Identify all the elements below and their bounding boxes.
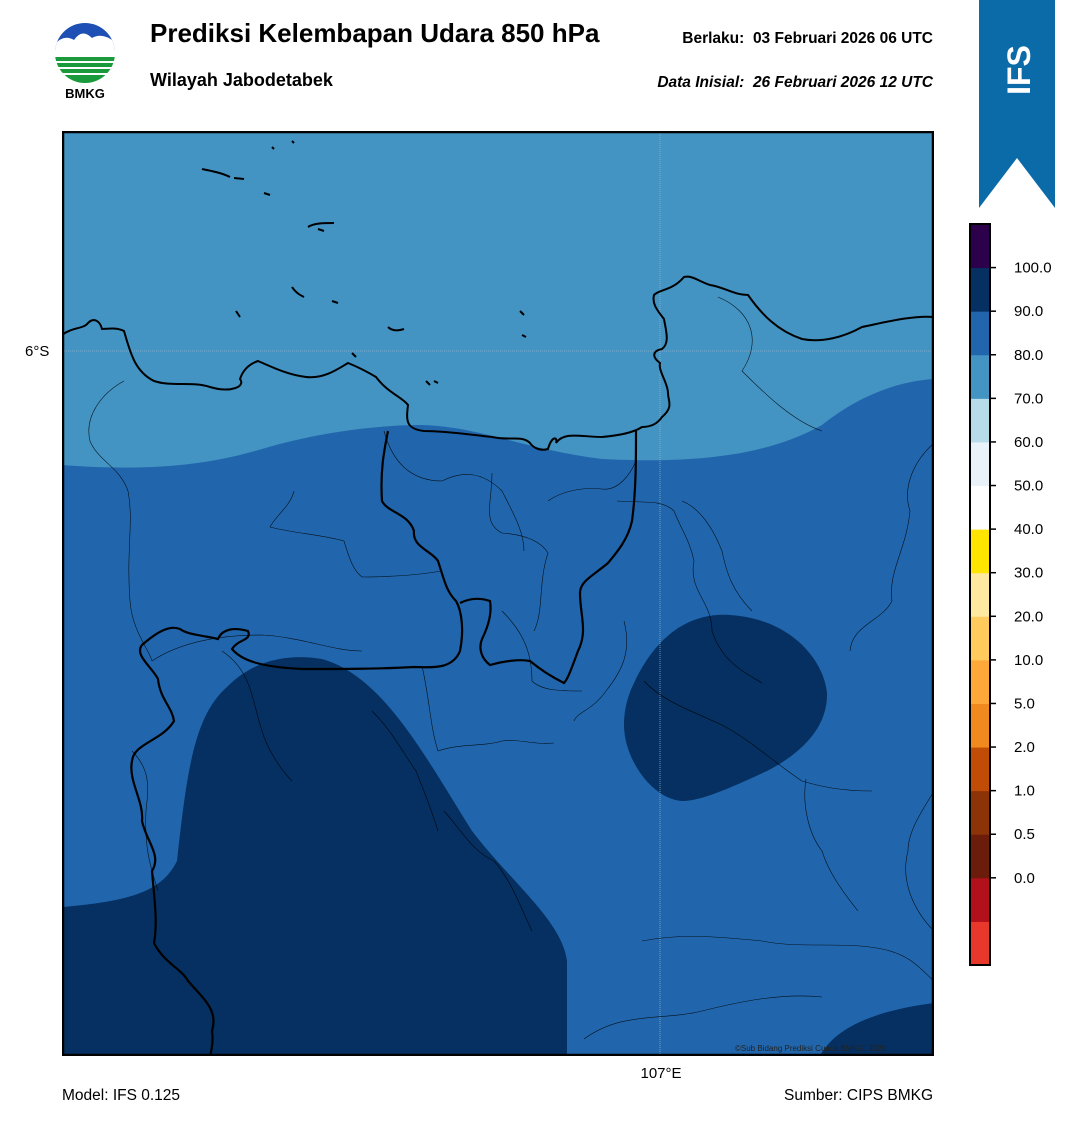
valid-time: Berlaku: 03 Februari 2026 06 UTC (682, 30, 933, 48)
colorbar-tick-label: 100.0 (1014, 260, 1052, 277)
colorbar-swatch (970, 267, 990, 312)
colorbar-swatch (970, 834, 990, 879)
humidity-map (61, 130, 935, 1057)
humidity-band-90-100-west (62, 657, 567, 1056)
humidity-band-90-100-east (624, 614, 828, 801)
colorbar-tick-label: 0.0 (1014, 870, 1035, 887)
colorbar-swatch (970, 921, 990, 966)
thousand-islands (201, 140, 527, 386)
colorbar-tick-label: 20.0 (1014, 608, 1043, 625)
model-ribbon: IFS (979, 0, 1055, 210)
colorbar-tick-label: 90.0 (1014, 303, 1043, 320)
colorbar-swatch (970, 877, 990, 922)
lon-tick-label: 107°E (640, 1065, 682, 1082)
colorbar-tick-label: 30.0 (1014, 565, 1043, 582)
lat-tick-label: 6°S (25, 343, 50, 360)
colorbar-tick-label: 40.0 (1014, 521, 1043, 538)
map-canvas (61, 130, 935, 1057)
humidity-band-90-100-southeast (820, 1003, 934, 1056)
colorbar-tick-label: 5.0 (1014, 695, 1035, 712)
colorbar-swatch (970, 311, 990, 356)
map-frame (61, 130, 935, 1057)
colorbar-swatch (970, 659, 990, 704)
colorbar-swatch (970, 572, 990, 617)
ribbon-shape (979, 0, 1055, 208)
colorbar-swatch (970, 529, 990, 574)
colorbar-tick-label: 0.5 (1014, 826, 1035, 843)
ribbon-text: IFS (1001, 45, 1037, 95)
colorbar-swatch (970, 398, 990, 443)
init-time: Data Inisial: 26 Februari 2026 12 UTC (657, 74, 933, 92)
colorbar-swatch (970, 747, 990, 792)
coastline-java (61, 275, 935, 451)
colorbar-tick-label: 60.0 (1014, 434, 1043, 451)
valid-time-label: Berlaku: (682, 30, 745, 47)
colorbar-swatches (970, 224, 990, 966)
colorbar-swatch (970, 354, 990, 399)
colorbar-ticks: 100.0 90.0 80.0 70.0 60.0 50.0 40.0 30.0 20.0 10.… (990, 260, 1052, 887)
valid-time-value: 03 Februari 2026 06 UTC (752, 30, 933, 47)
colorbar-tick-label: 70.0 (1014, 390, 1043, 407)
bmkg-logo: BMKG (52, 20, 118, 102)
colorbar-swatch (970, 485, 990, 530)
logo-text: BMKG (65, 86, 105, 101)
province-boundaries (130, 430, 638, 1057)
colorbar-swatch (970, 616, 990, 661)
bmkg-logo-icon: BMKG (55, 23, 115, 101)
map-subtitle: Wilayah Jabodetabek (150, 70, 333, 90)
colorbar-tick-label: 10.0 (1014, 652, 1043, 669)
colorbar-tick-label: 2.0 (1014, 739, 1035, 756)
model-label: Model: IFS 0.125 (62, 1087, 181, 1104)
colorbar: 100.0 90.0 80.0 70.0 60.0 50.0 40.0 30.0 20.0 10.… (968, 222, 1068, 967)
colorbar-swatch (970, 790, 990, 835)
colorbar-tick-label: 1.0 (1014, 783, 1035, 800)
map-title: Prediksi Kelembapan Udara 850 hPa (150, 18, 600, 48)
source-label: Sumber: CIPS BMKG (783, 1087, 933, 1104)
init-time-value: 26 Februari 2026 12 UTC (752, 74, 933, 91)
colorbar-tick-label: 50.0 (1014, 478, 1043, 495)
colorbar-swatch (970, 703, 990, 748)
init-time-label: Data Inisial: (657, 74, 745, 91)
colorbar-tick-label: 80.0 (1014, 347, 1043, 364)
colorbar-swatch (970, 224, 990, 269)
colorbar-frame (969, 223, 991, 966)
colorbar-swatch (970, 441, 990, 487)
copyright-text: ©Sub Bidang Prediksi Cuaca BMKG, 2020 (735, 1044, 887, 1053)
